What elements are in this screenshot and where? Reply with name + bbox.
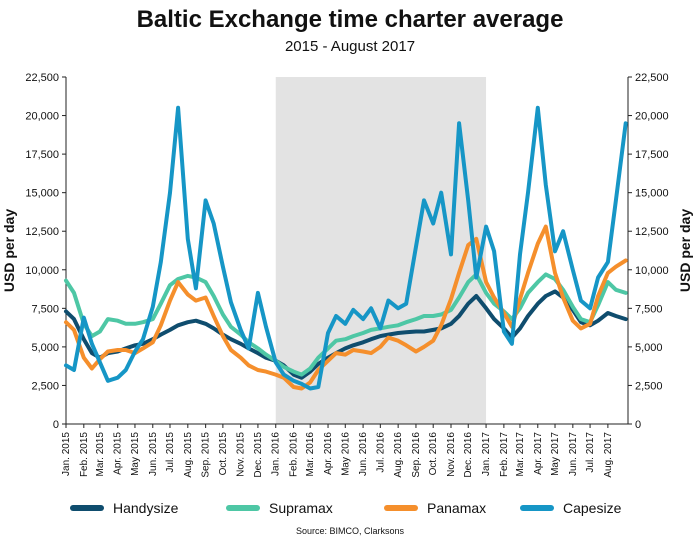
y-tick-label-left: 17,500 <box>25 149 59 161</box>
legend-label-handysize: Handysize <box>113 500 179 516</box>
x-tick-label: Feb. 2017 <box>499 432 510 477</box>
y-tick-label-right: 7,500 <box>635 303 663 315</box>
x-tick-label: Sep. 2016 <box>411 432 422 478</box>
x-tick-label: Feb. 2015 <box>79 432 90 477</box>
x-tick-label: May 2015 <box>130 432 141 476</box>
y-tick-label-right: 22,500 <box>635 72 669 84</box>
series-line-handysize <box>64 289 628 380</box>
y-tick-label-left: 20,000 <box>25 111 59 123</box>
legend-label-panamax: Panamax <box>427 500 487 516</box>
y-tick-label-left: 7,500 <box>31 303 59 315</box>
y-tick-label-right: 12,500 <box>635 226 669 238</box>
y-tick-label-right: 20,000 <box>635 111 669 123</box>
x-tick-label: Dec. 2016 <box>463 432 474 478</box>
y-tick-label-left: 5,000 <box>31 342 59 354</box>
legend-item-handysize: Handysize <box>70 496 178 520</box>
x-tick-label: Jun. 2016 <box>358 432 369 476</box>
x-tick-label: Sep. 2015 <box>201 432 212 478</box>
chart-legend: Handysize Supramax Panamax Capesize <box>0 496 700 520</box>
x-tick-label: Jun. 2015 <box>148 432 159 476</box>
legend-item-supramax: Supramax <box>226 496 333 520</box>
x-tick-label: Apr. 2016 <box>323 432 334 475</box>
x-tick-label: Jan. 2016 <box>271 432 282 476</box>
x-tick-label: May 2017 <box>550 432 561 476</box>
x-tick-label: Apr. 2015 <box>113 432 124 475</box>
x-tick-label: Jul. 2017 <box>585 432 596 473</box>
y-tick-label-left: 10,000 <box>25 265 59 277</box>
legend-item-capesize: Capesize <box>520 496 621 520</box>
series-line-capesize <box>64 105 628 391</box>
line-chart: 0 0 2,500 2,500 5,000 5,000 7,500 7,500 10,000 10… <box>1 72 693 478</box>
legend-item-panamax: Panamax <box>384 496 486 520</box>
y-tick-label-right: 15,000 <box>635 188 669 200</box>
x-tick-label: Oct. 2015 <box>218 432 229 476</box>
x-tick-label: Feb. 2016 <box>289 432 300 477</box>
legend-label-capesize: Capesize <box>563 500 622 516</box>
y-tick-label-left: 0 <box>53 419 59 431</box>
x-tick-label: Mar. 2016 <box>305 432 316 477</box>
legend-swatch-capesize <box>520 505 554 511</box>
series-line-panamax <box>64 224 628 391</box>
x-tick-label: Dec. 2015 <box>253 432 264 478</box>
y-tick-label-right: 0 <box>635 419 641 431</box>
x-tick-label: Aug. 2017 <box>603 432 614 478</box>
legend-swatch-handysize <box>70 505 104 511</box>
x-tick-label: May 2016 <box>340 432 351 476</box>
x-tick-label: Jan. 2015 <box>61 432 72 476</box>
x-tick-label: Nov. 2015 <box>236 432 247 477</box>
x-tick-label: Aug. 2015 <box>183 432 194 478</box>
x-tick-label: Mar. 2015 <box>95 432 106 477</box>
chart-title: Baltic Exchange time charter average <box>136 6 564 33</box>
x-tick-label: Mar. 2017 <box>515 432 526 477</box>
legend-label-supramax: Supramax <box>269 500 333 516</box>
x-tick-label: Jun. 2017 <box>568 432 579 476</box>
y-tick-label-left: 12,500 <box>25 226 59 238</box>
y-axis-title-right: USD per day <box>677 209 693 292</box>
x-tick-label: Nov. 2016 <box>446 432 457 477</box>
y-axis-title-left: USD per day <box>1 209 17 292</box>
y-tick-label-right: 10,000 <box>635 265 669 277</box>
y-tick-label-left: 2,500 <box>31 380 59 392</box>
y-tick-label-right: 2,500 <box>635 380 663 392</box>
x-tick-label: Jul. 2016 <box>375 432 386 473</box>
legend-swatch-panamax <box>384 505 418 511</box>
x-tick-label: Oct. 2016 <box>428 432 439 476</box>
y-tick-label-left: 22,500 <box>25 72 59 84</box>
series-line-supramax <box>64 272 628 377</box>
y-tick-label-left: 15,000 <box>25 188 59 200</box>
source-note: Source: BIMCO, Clarksons <box>295 526 405 536</box>
y-tick-label-right: 5,000 <box>635 342 663 354</box>
legend-swatch-supramax <box>226 505 260 511</box>
y-tick-label-right: 17,500 <box>635 149 669 161</box>
x-tick-label: Aug. 2016 <box>393 432 404 478</box>
x-tick-label: Apr. 2017 <box>533 432 544 475</box>
x-tick-label: Jan. 2017 <box>481 432 492 476</box>
x-tick-label: Jul. 2015 <box>165 432 176 473</box>
chart-subtitle: 2015 - August 2017 <box>284 38 416 55</box>
